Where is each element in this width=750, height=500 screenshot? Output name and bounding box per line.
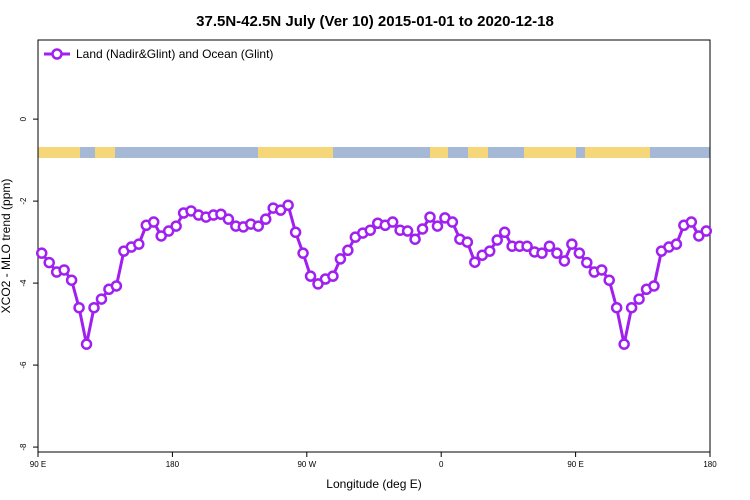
land [430,147,448,158]
point [289,226,302,239]
point [416,223,429,235]
point [483,245,496,257]
point [364,224,377,236]
land-ocean-strip [38,147,710,158]
point [342,244,354,257]
legend-marker [51,48,63,60]
x-tick-label: 0 [439,460,444,469]
point [618,338,630,350]
point [334,253,347,265]
point [610,301,623,314]
y-axis-label: XCO2 - MLO trend (ppm) [0,179,13,314]
point [424,211,436,223]
land [38,147,80,158]
point [43,256,55,269]
point [558,255,571,267]
point [401,225,414,237]
point [327,270,339,282]
point [498,226,511,239]
point [110,280,123,292]
x-tick-label: 90 E [30,460,46,469]
y-tick-label: -6 [19,361,28,369]
chart-title: 37.5N-42.5N July (Ver 10) 2015-01-01 to … [196,13,554,30]
point [147,216,160,228]
point [685,216,698,228]
point [80,338,93,350]
point [625,301,638,314]
y-tick-label: -2 [19,197,28,205]
legend-label: Land (Nadir&Glint) and Ocean (Glint) [76,47,273,61]
point [65,274,78,286]
y-tick-label: 0 [19,116,28,121]
point [566,238,578,250]
plot-frame [37,39,711,453]
point [603,274,615,286]
point [252,220,265,232]
point [222,213,235,225]
point [304,270,317,282]
point [595,264,608,276]
land [585,147,650,158]
x-tick-label: 90 W [297,460,316,469]
point [469,256,481,268]
point [431,220,444,232]
ocean [38,147,710,158]
legend: Land (Nadir&Glint) and Ocean (Glint) [44,47,273,61]
land [524,147,576,158]
point [461,236,474,248]
land [468,147,488,158]
point [543,240,556,252]
point [58,264,70,276]
y-tick-label: -8 [19,443,28,451]
point [648,280,660,292]
point [282,199,294,211]
point [386,216,399,228]
land [95,147,115,158]
x-tick-label: 90 E [567,460,583,469]
point [259,213,272,225]
point [297,247,309,259]
point [95,293,108,305]
point [581,256,593,269]
x-tick-label: 180 [703,460,717,469]
point [35,247,48,259]
x-axis-label: Longitude (deg E) [326,477,421,491]
point [700,225,713,237]
point [551,247,563,259]
point [491,234,503,246]
point [573,247,586,259]
x-tick-label: 180 [166,460,180,469]
point [446,216,459,228]
point [88,301,100,314]
point [536,247,548,259]
point [133,238,145,250]
point [409,233,421,245]
point [170,220,182,232]
land [258,147,333,158]
y-tick-label: -4 [19,279,28,287]
point [521,240,533,252]
point [73,301,85,314]
point [670,238,683,250]
point [633,293,645,305]
